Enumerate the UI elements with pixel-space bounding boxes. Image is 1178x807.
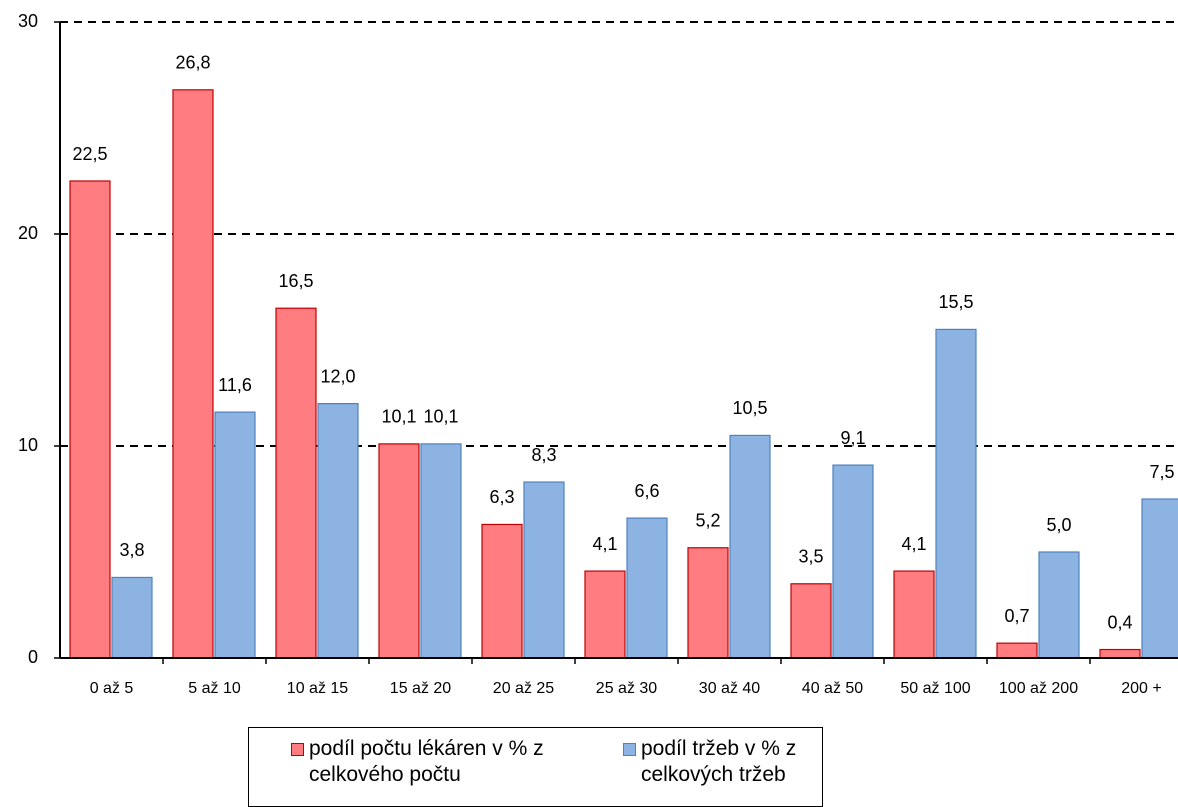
- bar: [626, 517, 668, 659]
- legend: podíl počtu lékáren v % z celkového počt…: [248, 727, 823, 807]
- chart: 0 10 20 30 0 až 5 22,5 3,8 5 až 10 26,8 11,6 10 až…: [18, 11, 1178, 697]
- data-label: 15,5: [938, 292, 973, 312]
- data-label: 8,3: [531, 445, 556, 465]
- x-tick-label: 40 až 50: [802, 680, 863, 697]
- bar: [996, 642, 1038, 659]
- bar: [1038, 551, 1080, 659]
- data-label: 22,5: [72, 144, 107, 164]
- bar: [523, 481, 565, 659]
- data-label: 10,1: [423, 407, 458, 427]
- y-tick-label: 30: [18, 11, 38, 31]
- x-tick-label: 25 až 30: [596, 680, 657, 697]
- bar: [481, 523, 523, 659]
- data-label: 3,5: [798, 547, 823, 567]
- bar: [172, 89, 214, 659]
- bar: [790, 583, 832, 659]
- bar: [214, 411, 256, 659]
- y-tick-label: 10: [18, 435, 38, 455]
- data-label: 9,1: [840, 428, 865, 448]
- legend-label: podíl tržeb v % z celkových tržeb: [641, 737, 797, 786]
- y-tick-label: 20: [18, 223, 38, 243]
- x-tick-label: 20 až 25: [493, 680, 554, 697]
- x-tick-label: 50 až 100: [900, 680, 970, 697]
- data-label: 4,1: [901, 534, 926, 554]
- data-label: 3,8: [119, 540, 144, 560]
- bar: [935, 328, 977, 659]
- data-label: 10,1: [381, 407, 416, 427]
- data-label: 6,6: [634, 481, 659, 501]
- x-tick-label: 5 až 10: [188, 680, 241, 697]
- x-tick-label: 0 až 5: [90, 680, 134, 697]
- bar: [832, 464, 874, 659]
- data-label: 7,5: [1149, 462, 1174, 482]
- y-tick-label: 0: [28, 647, 38, 667]
- bar: [687, 547, 729, 659]
- data-label: 5,0: [1046, 515, 1071, 535]
- data-label: 16,5: [278, 271, 313, 291]
- data-label: 12,0: [320, 366, 355, 386]
- data-label: 4,1: [592, 534, 617, 554]
- bar: [1141, 498, 1178, 659]
- legend-label: podíl počtu lékáren v % z celkového počt…: [309, 737, 544, 786]
- bar: [729, 434, 771, 659]
- bar: [275, 307, 317, 659]
- legend-item: podíl počtu lékáren v % z celkového počt…: [291, 736, 569, 788]
- bar: [584, 570, 626, 659]
- bar: [69, 180, 111, 659]
- bar: [893, 570, 935, 659]
- x-tick-label: 15 až 20: [390, 680, 451, 697]
- data-label: 26,8: [175, 53, 210, 73]
- x-tick-label: 200 +: [1121, 680, 1161, 697]
- data-label: 11,6: [218, 375, 252, 395]
- legend-swatch: [291, 743, 304, 756]
- bar: [317, 403, 359, 659]
- legend-swatch: [623, 743, 636, 756]
- x-tick-label: 30 až 40: [699, 680, 760, 697]
- data-label: 10,5: [732, 398, 767, 418]
- legend-item: podíl tržeb v % z celkových tržeb: [623, 736, 831, 788]
- data-label: 6,3: [489, 487, 514, 507]
- bar: [378, 443, 420, 659]
- bar: [420, 443, 462, 659]
- x-tick-label: 10 až 15: [287, 680, 348, 697]
- bar: [1099, 648, 1141, 659]
- x-tick-label: 100 až 200: [999, 680, 1078, 697]
- bar: [111, 576, 153, 659]
- data-label: 0,4: [1107, 612, 1132, 632]
- data-label: 0,7: [1004, 606, 1029, 626]
- data-label: 5,2: [695, 511, 720, 531]
